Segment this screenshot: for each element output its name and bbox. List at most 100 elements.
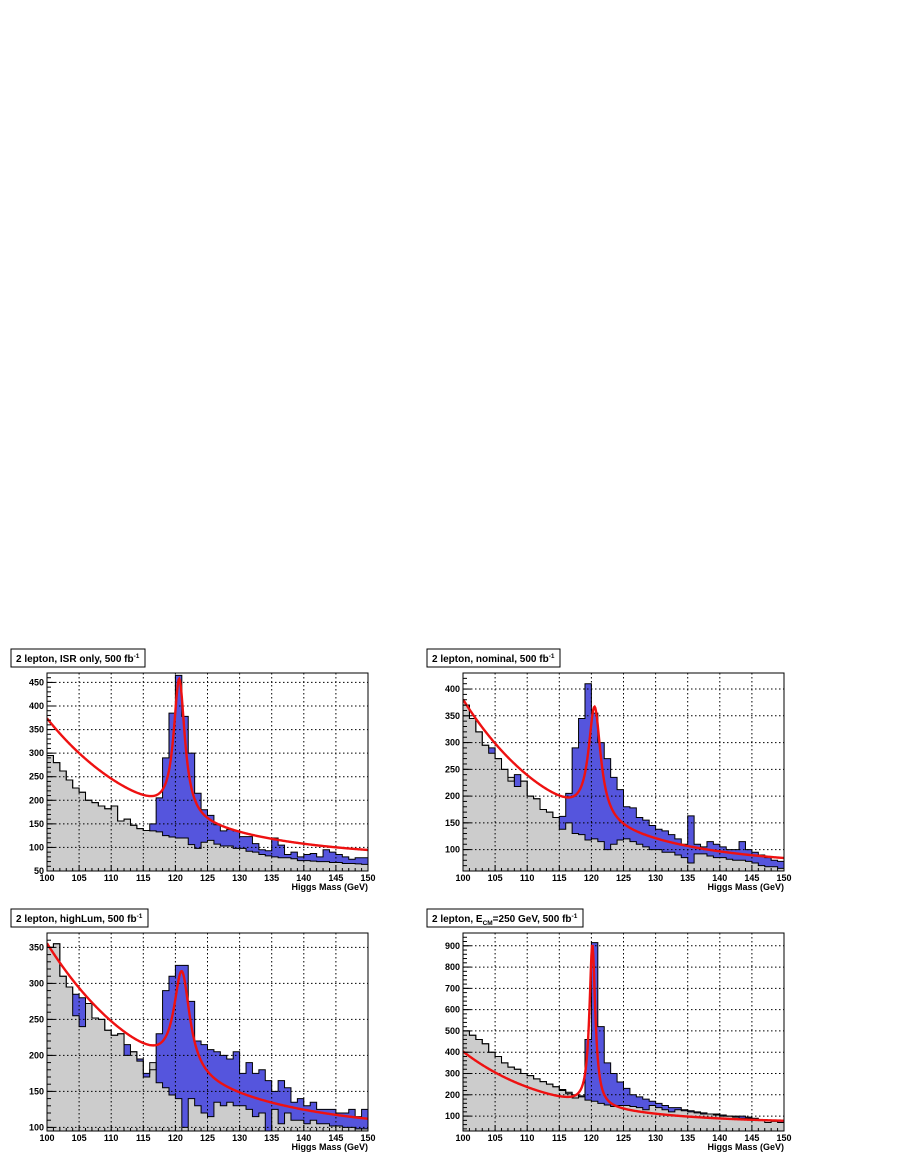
grid-lines <box>463 933 784 1131</box>
y-tick-label: 350 <box>29 725 44 735</box>
y-tick-label: 800 <box>445 962 460 972</box>
y-tick-label: 250 <box>445 764 460 774</box>
plot-clip-group <box>47 673 368 871</box>
y-tick-label: 900 <box>445 941 460 951</box>
x-tick-label: 150 <box>776 1133 791 1143</box>
x-tick-label: 135 <box>264 873 279 883</box>
x-tick-label: 100 <box>455 1133 470 1143</box>
x-axis-label: Higgs Mass (GeV) <box>707 882 784 892</box>
y-tick-label: 400 <box>29 701 44 711</box>
x-tick-label: 115 <box>136 873 151 883</box>
plot-area: 100 105 110 115 120 125 130 135 140 145 150 100 150 2… <box>29 932 376 1152</box>
x-tick-label: 130 <box>232 873 247 883</box>
background-histogram-fill <box>463 705 784 871</box>
y-tick-label: 300 <box>29 748 44 758</box>
y-tick-label: 150 <box>29 819 44 829</box>
x-tick-label: 145 <box>328 873 343 883</box>
y-tick-label: 700 <box>445 983 460 993</box>
y-tick-label: 450 <box>29 677 44 687</box>
x-tick-label: 100 <box>39 1133 54 1143</box>
x-tick-label: 135 <box>264 1133 279 1143</box>
total-histogram-outline <box>47 674 368 860</box>
plot-clip-group <box>47 933 368 1131</box>
background-histogram-outline <box>463 704 784 869</box>
y-tick-label: 100 <box>445 1111 460 1121</box>
x-tick-label: 140 <box>712 873 727 883</box>
y-tick-label: 500 <box>445 1026 460 1036</box>
x-tick-label: 150 <box>776 873 791 883</box>
x-tick-label: 150 <box>360 1133 375 1143</box>
total-histogram-outline <box>463 942 784 1123</box>
x-tick-label: 130 <box>648 873 663 883</box>
chart-title: 2 lepton, ISR only, 500 fb-1 <box>16 653 140 665</box>
x-tick-label: 110 <box>104 1133 119 1143</box>
x-tick-label: 125 <box>200 1133 215 1143</box>
fit-curve <box>47 942 368 1120</box>
background-histogram-fill <box>47 755 368 871</box>
chart-title-box <box>426 908 584 928</box>
x-tick-label: 140 <box>296 873 311 883</box>
x-tick-label: 145 <box>744 873 759 883</box>
y-tick-label: 300 <box>445 1069 460 1079</box>
x-tick-label: 100 <box>39 873 54 883</box>
x-tick-label: 130 <box>232 1133 247 1143</box>
plot-area: 100 105 110 115 120 125 130 135 140 145 150 100 150 2… <box>445 672 792 892</box>
x-tick-label: 125 <box>616 873 631 883</box>
background-histogram-fill <box>463 1030 784 1131</box>
grid-lines <box>47 673 368 871</box>
chart-title-box <box>10 648 146 668</box>
x-tick-label: 105 <box>488 1133 503 1143</box>
y-tick-label: 150 <box>29 1086 44 1096</box>
x-tick-label: 135 <box>680 1133 695 1143</box>
y-tick-label: 200 <box>445 1090 460 1100</box>
chart-title: 2 lepton, nominal, 500 fb-1 <box>432 653 555 665</box>
y-tick-label: 400 <box>445 1047 460 1057</box>
x-tick-label: 125 <box>200 873 215 883</box>
x-tick-label: 105 <box>72 873 87 883</box>
y-tick-label: 350 <box>29 942 44 952</box>
x-tick-label: 140 <box>712 1133 727 1143</box>
x-tick-label: 130 <box>648 1133 663 1143</box>
x-tick-label: 105 <box>72 1133 87 1143</box>
x-axis-label: Higgs Mass (GeV) <box>707 1142 784 1152</box>
chart-panel-ecm250: 2 lepton, ECM=250 GeV, 500 fb-1 100 105 11… <box>426 908 792 1152</box>
x-axis-label: Higgs Mass (GeV) <box>291 1142 368 1152</box>
x-tick-label: 110 <box>104 873 119 883</box>
grid-lines <box>47 933 368 1131</box>
x-tick-label: 100 <box>455 873 470 883</box>
chart-panel-highlum: 2 lepton, highLum, 500 fb-1 100 105 110 115… <box>10 908 376 1152</box>
x-axis-label: Higgs Mass (GeV) <box>291 882 368 892</box>
x-tick-label: 140 <box>296 1133 311 1143</box>
fit-curve <box>463 698 784 860</box>
chart-panel-nominal: 2 lepton, nominal, 500 fb-1 100 105 110 115… <box>426 648 792 892</box>
x-tick-label: 115 <box>552 1133 567 1143</box>
fit-curve <box>463 944 784 1122</box>
chart-title: 2 lepton, highLum, 500 fb-1 <box>16 913 143 925</box>
y-tick-label: 600 <box>445 1005 460 1015</box>
x-tick-label: 150 <box>360 873 375 883</box>
x-tick-label: 120 <box>584 873 599 883</box>
y-tick-label: 250 <box>29 772 44 782</box>
y-tick-label: 100 <box>29 1122 44 1132</box>
plot-area: 100 105 110 115 120 125 130 135 140 145 150 100 200 3… <box>445 932 792 1152</box>
x-tick-label: 145 <box>328 1133 343 1143</box>
x-tick-label: 120 <box>584 1133 599 1143</box>
x-tick-label: 115 <box>552 873 567 883</box>
y-tick-label: 200 <box>445 791 460 801</box>
fit-curve <box>47 676 368 852</box>
total-histogram-outline <box>47 943 368 1118</box>
chart-title-box <box>426 648 561 668</box>
chart-title: 2 lepton, ECM=250 GeV, 500 fb-1 <box>432 913 578 927</box>
x-tick-label: 120 <box>168 1133 183 1143</box>
y-tick-label: 100 <box>445 845 460 855</box>
plot-clip-group <box>463 933 784 1131</box>
total-histogram-outline <box>463 683 784 862</box>
x-tick-label: 135 <box>680 873 695 883</box>
x-tick-label: 105 <box>488 873 503 883</box>
x-tick-label: 110 <box>520 873 535 883</box>
y-tick-label: 300 <box>445 738 460 748</box>
y-tick-label: 350 <box>445 711 460 721</box>
x-tick-label: 115 <box>136 1133 151 1143</box>
x-tick-label: 125 <box>616 1133 631 1143</box>
